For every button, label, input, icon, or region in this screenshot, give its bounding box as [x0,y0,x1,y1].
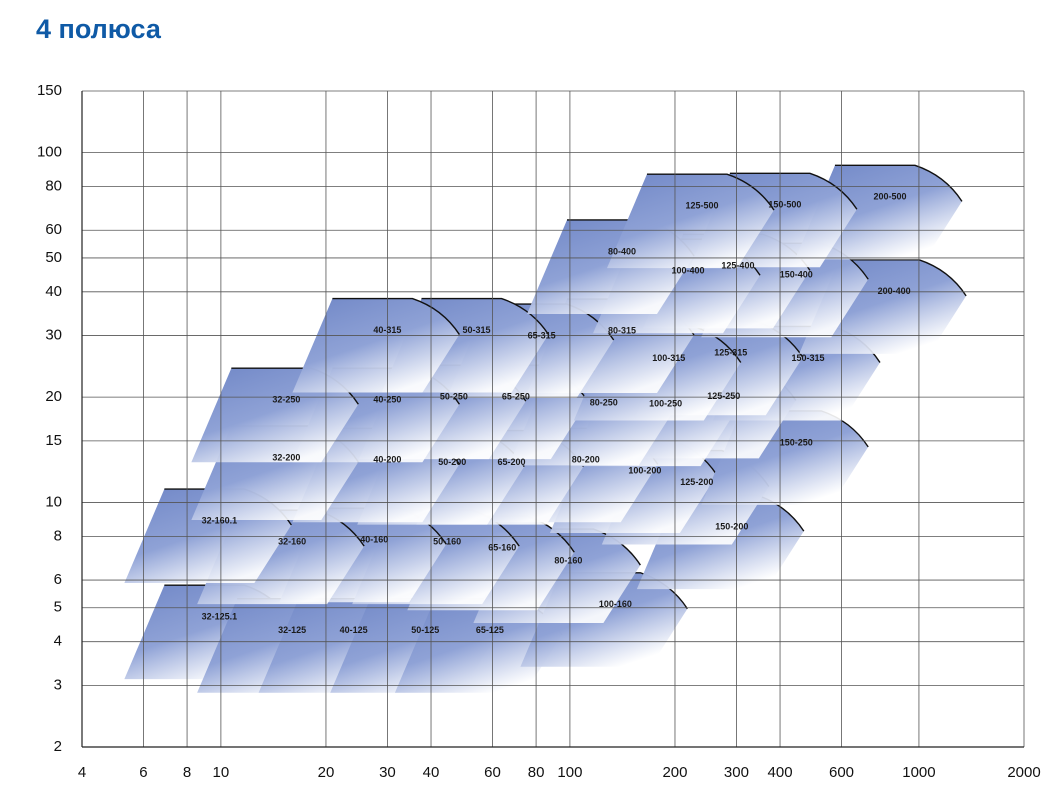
y-tick-label: 40 [45,283,62,300]
y-tick-label: 3 [54,676,62,693]
region-label: 32-200 [272,452,300,462]
region-label: 65-125 [476,625,504,635]
x-tick-label: 4 [78,764,86,781]
region [292,298,460,393]
region-label: 65-200 [497,457,525,467]
region-label: 65-315 [528,330,556,340]
region-label: 125-400 [721,261,754,271]
y-tick-label: 2 [54,738,62,755]
x-tick-label: 400 [768,764,793,781]
chart-title: 4 полюса [36,14,162,44]
region-label: 50-160 [433,537,461,547]
region-label: 125-315 [714,348,747,358]
y-tick-label: 10 [45,493,62,510]
region-label: 100-250 [649,399,682,409]
y-tick-label: 80 [45,177,62,194]
region-label: 65-250 [502,392,530,402]
x-tick-label: 8 [183,764,191,781]
region-label: 80-200 [572,455,600,465]
y-tick-label: 100 [37,144,62,161]
region-label: 40-200 [373,455,401,465]
region-label: 150-200 [715,522,748,532]
region-label: 40-160 [360,535,388,545]
region-label: 50-315 [462,325,490,335]
region-label: 100-400 [672,266,705,276]
x-tick-label: 80 [528,764,545,781]
x-tick-label: 2000 [1007,764,1040,781]
labels: 32-125.1 32-125 40-125 50-125 65-125 100-160 8… [202,192,911,635]
head-curve [646,173,775,211]
region-label: 32-125 [278,625,306,635]
region-label: 200-400 [878,286,911,296]
y-tick-label: 50 [45,249,62,266]
x-tick-label: 40 [423,764,440,781]
regions [124,164,967,693]
y-tick-label: 60 [45,221,62,238]
x-tick-label: 6 [139,764,147,781]
y-tick-label: 30 [45,327,62,344]
y-tick-label: 5 [54,599,62,616]
region-label: 150-400 [780,270,813,280]
region-label: 40-315 [373,325,401,335]
x-tick-label: 20 [318,764,335,781]
region-label: 80-315 [608,325,636,335]
region-label: 100-200 [628,465,661,475]
region-label: 40-250 [373,395,401,405]
y-tick-label: 4 [54,633,62,650]
region-label: 50-250 [440,392,468,402]
region-label: 125-500 [685,201,718,211]
grid: 2 3 4 5 6 8 10 15 20 30 40 50 60 80 100 150 4 6 8 10 20 30 40 6… [37,82,1041,781]
region-label: 32-250 [272,395,300,405]
head-curve [729,172,858,210]
y-tick-label: 20 [45,388,62,405]
region [606,174,774,269]
region-label: 100-315 [652,353,685,363]
region-label: 80-250 [590,398,618,408]
x-tick-label: 300 [724,764,749,781]
region-label: 32-160.1 [202,515,238,525]
region-label: 150-500 [768,200,801,210]
region-label: 50-200 [438,457,466,467]
region-label: 125-250 [707,391,740,401]
region-label: 125-200 [680,477,713,487]
y-tick-label: 6 [54,571,62,588]
x-tick-label: 10 [213,764,230,781]
region-label: 32-125.1 [202,612,238,622]
region-label: 150-250 [780,437,813,447]
head-curve [332,297,461,335]
region-label: 200-500 [873,192,906,202]
y-tick-label: 15 [45,432,62,449]
x-tick-label: 30 [379,764,396,781]
region-label: 80-400 [608,246,636,256]
x-tick-label: 60 [484,764,501,781]
x-tick-label: 1000 [902,764,935,781]
x-tick-label: 600 [829,764,854,781]
region-label: 80-160 [554,555,582,565]
region-label: 150-315 [791,353,824,363]
y-tick-label: 150 [37,82,62,99]
region-label: 50-125 [411,625,439,635]
head-curve [421,297,550,335]
head-curve [834,164,963,202]
region-label: 32-160 [278,537,306,547]
region-label: 65-160 [488,543,516,553]
region-label: 40-125 [340,625,368,635]
region-label: 100-160 [599,599,632,609]
y-tick-label: 8 [54,527,62,544]
x-tick-label: 100 [557,764,582,781]
x-tick-label: 200 [662,764,687,781]
